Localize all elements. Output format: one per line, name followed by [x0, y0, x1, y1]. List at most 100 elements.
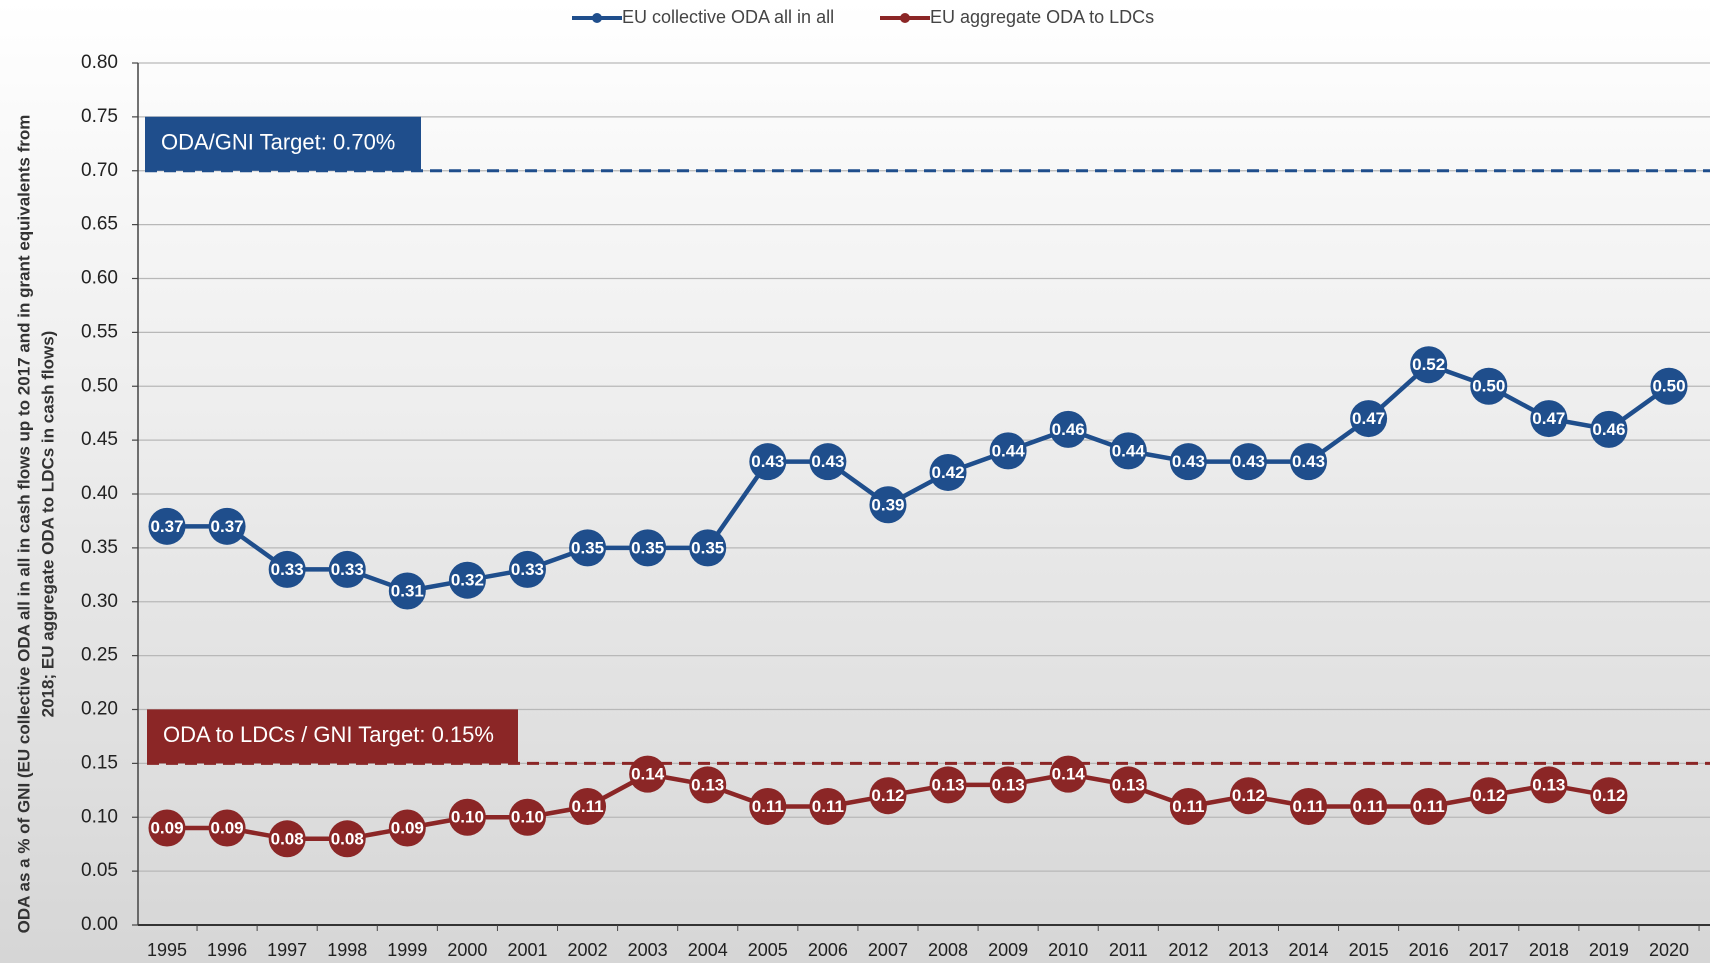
y-tick-label: 0.70 [81, 160, 118, 181]
data-label: 0.11 [571, 797, 603, 816]
y-tick-label: 0.55 [81, 321, 118, 342]
y-tick-label: 0.30 [81, 591, 118, 612]
data-point [629, 755, 667, 793]
x-tick-label: 2017 [1469, 940, 1509, 960]
data-label: 0.09 [391, 819, 424, 838]
data-point [148, 507, 186, 545]
y-tick-label: 0.15 [81, 752, 118, 773]
data-point [929, 766, 967, 804]
data-point [268, 550, 306, 588]
data-label: 0.13 [691, 775, 724, 794]
data-point [689, 529, 727, 567]
legend-label: EU aggregate ODA to LDCs [930, 7, 1154, 27]
x-tick-label: 2007 [868, 940, 908, 960]
x-tick-label: 1997 [267, 940, 307, 960]
x-tick-label: 1996 [207, 940, 247, 960]
data-label: 0.10 [451, 808, 484, 827]
data-point [1290, 443, 1328, 481]
y-tick-label: 0.45 [81, 429, 118, 450]
data-label: 0.43 [1232, 452, 1265, 471]
x-tick-label: 2005 [748, 940, 788, 960]
y-tick-label: 0.25 [81, 645, 118, 666]
data-label: 0.08 [331, 829, 364, 848]
y-tick-label: 0.60 [81, 268, 118, 289]
x-tick-label: 2004 [688, 940, 728, 960]
x-tick-label: 2001 [507, 940, 547, 960]
target-box [145, 116, 421, 171]
data-label: 0.35 [631, 538, 664, 557]
data-label: 0.10 [511, 808, 544, 827]
data-label: 0.09 [211, 819, 244, 838]
data-label: 0.14 [631, 765, 665, 784]
data-point [1169, 787, 1207, 825]
legend-marker [592, 13, 602, 23]
data-point [689, 766, 727, 804]
data-point [1470, 367, 1508, 405]
y-tick-label: 0.05 [81, 860, 118, 881]
data-label: 0.13 [992, 775, 1025, 794]
y-tick-label: 0.10 [81, 806, 118, 827]
data-point [508, 798, 546, 836]
data-label: 0.39 [871, 495, 904, 514]
data-point [1590, 777, 1628, 815]
data-label: 0.11 [1292, 797, 1324, 816]
x-tick-label: 2009 [988, 940, 1028, 960]
y-tick-label: 0.65 [81, 214, 118, 235]
data-point [1229, 777, 1267, 815]
data-point [629, 529, 667, 567]
data-label: 0.47 [1532, 409, 1565, 428]
y-tick-label: 0.20 [81, 699, 118, 720]
x-tick-label: 2014 [1288, 940, 1328, 960]
data-point [448, 798, 486, 836]
x-tick-label: 2002 [568, 940, 608, 960]
data-point [1470, 777, 1508, 815]
data-label: 0.08 [271, 829, 304, 848]
data-label: 0.33 [511, 560, 544, 579]
data-label: 0.43 [751, 452, 784, 471]
x-tick-label: 2018 [1529, 940, 1569, 960]
data-point [569, 787, 607, 825]
data-point [989, 766, 1027, 804]
data-point [809, 787, 847, 825]
legend-marker [900, 13, 910, 23]
y-tick-label: 0.80 [81, 52, 118, 73]
data-label: 0.50 [1472, 377, 1505, 396]
data-point [208, 507, 246, 545]
data-point [148, 809, 186, 847]
data-label: 0.35 [691, 538, 724, 557]
data-point [869, 777, 907, 815]
data-label: 0.12 [1592, 786, 1625, 805]
data-label: 0.37 [150, 517, 183, 536]
data-point [208, 809, 246, 847]
y-tick-label: 0.00 [81, 914, 118, 935]
data-label: 0.50 [1652, 377, 1685, 396]
y-tick-label: 0.35 [81, 537, 118, 558]
data-point [1350, 787, 1388, 825]
x-tick-label: 1995 [147, 940, 187, 960]
target-box [147, 709, 518, 764]
data-point [809, 443, 847, 481]
data-label: 0.47 [1352, 409, 1385, 428]
legend-label: EU collective ODA all in all [622, 7, 834, 27]
x-tick-label: 2006 [808, 940, 848, 960]
x-tick-label: 1998 [327, 940, 367, 960]
data-label: 0.43 [1172, 452, 1205, 471]
data-point [749, 787, 787, 825]
data-label: 0.13 [1112, 775, 1145, 794]
x-tick-label: 2016 [1409, 940, 1449, 960]
data-label: 0.11 [1413, 797, 1445, 816]
data-point [929, 453, 967, 491]
data-label: 0.35 [571, 538, 604, 557]
x-tick-label: 2010 [1048, 940, 1088, 960]
y-axis-label: ODA as a % of GNI (EU collective ODA all… [14, 115, 33, 934]
data-point [1290, 787, 1328, 825]
data-point [508, 550, 546, 588]
data-label: 0.43 [1292, 452, 1325, 471]
data-point [1530, 400, 1568, 438]
data-point [268, 820, 306, 858]
x-tick-label: 2012 [1168, 940, 1208, 960]
data-point [1650, 367, 1688, 405]
data-point [1530, 766, 1568, 804]
data-label: 0.12 [1472, 786, 1505, 805]
data-label: 0.14 [1052, 765, 1086, 784]
